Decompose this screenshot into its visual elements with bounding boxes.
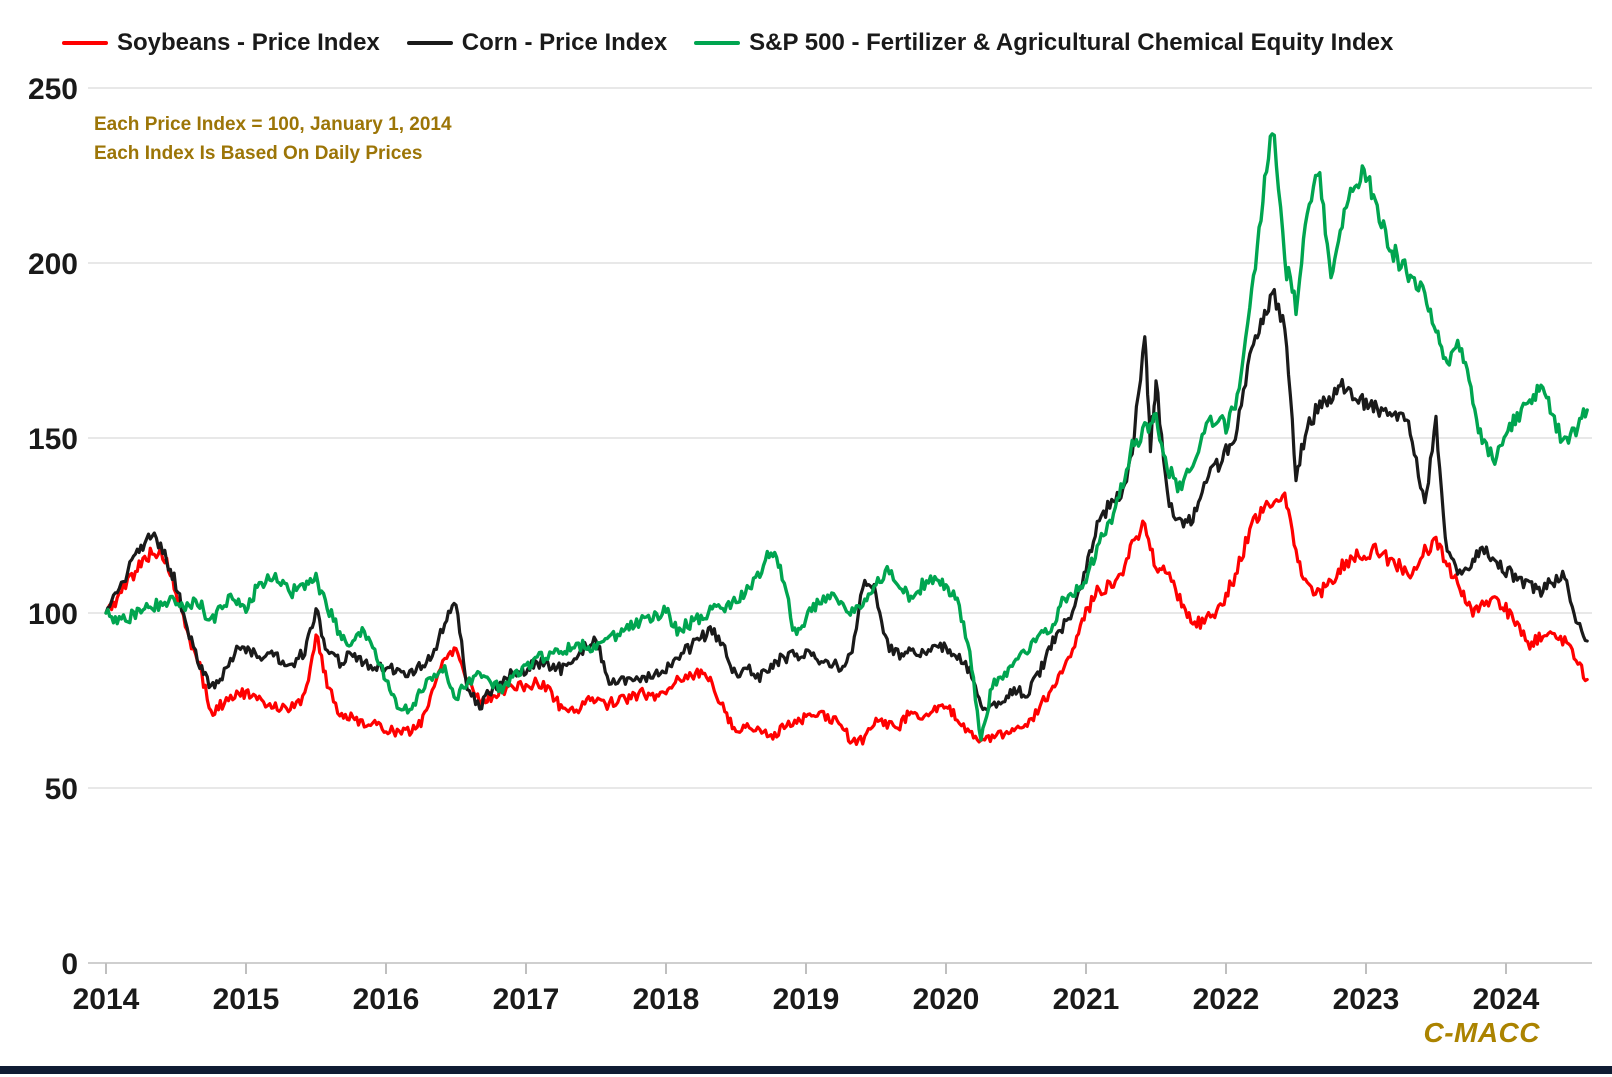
x-axis-tick-label: 2017 <box>493 983 560 1016</box>
y-axis-tick-label: 200 <box>28 248 78 281</box>
series-line-soybeans <box>104 491 1589 747</box>
x-axis-tick-label: 2014 <box>73 983 140 1016</box>
footer-bar <box>0 1066 1612 1074</box>
annotation-line-1: Each Price Index = 100, January 1, 2014 <box>94 114 452 135</box>
annotation-note: Each Price Index = 100, January 1, 2014 … <box>94 110 452 168</box>
legend-item-sp500-fertilizer: S&P 500 - Fertilizer & Agricultural Chem… <box>694 29 1393 57</box>
legend-line-swatch-icon <box>62 41 108 45</box>
x-axis-tick-label: 2020 <box>913 983 980 1016</box>
legend-label-corn: Corn - Price Index <box>461 29 668 56</box>
y-axis-tick-label: 0 <box>61 948 78 981</box>
legend-label-soybeans: Soybeans - Price Index <box>117 29 380 56</box>
x-axis-tick-label: 2019 <box>773 983 840 1016</box>
y-axis-tick-label: 50 <box>45 773 78 806</box>
x-axis-tick-label: 2021 <box>1053 983 1120 1016</box>
x-axis-tick-label: 2022 <box>1193 983 1260 1016</box>
x-axis-tick-label: 2015 <box>213 983 280 1016</box>
x-axis-tick-label: 2018 <box>633 983 700 1016</box>
x-axis-tick-label: 2024 <box>1473 983 1540 1016</box>
legend-line-swatch-icon <box>406 41 453 45</box>
x-axis-tick-label: 2023 <box>1333 983 1400 1016</box>
y-axis-tick-label: 100 <box>28 598 78 631</box>
y-axis-tick-label: 150 <box>28 423 78 456</box>
series-line-sp500-fertilizer <box>104 132 1589 742</box>
legend-label-sp500-fertilizer: S&P 500 - Fertilizer & Agricultural Chem… <box>749 29 1394 56</box>
x-axis-tick-label: 2016 <box>353 983 420 1016</box>
annotation-line-2: Each Index Is Based On Daily Prices <box>94 143 423 164</box>
legend-line-swatch-icon <box>694 41 741 45</box>
series-line-corn <box>104 287 1589 712</box>
legend: Soybeans - Price Index Corn - Price Inde… <box>62 29 1393 57</box>
y-axis-tick-label: 250 <box>28 73 78 106</box>
legend-item-soybeans: Soybeans - Price Index <box>62 29 380 57</box>
legend-item-corn: Corn - Price Index <box>406 29 668 57</box>
brand-watermark: C-MACC <box>1423 1017 1540 1048</box>
